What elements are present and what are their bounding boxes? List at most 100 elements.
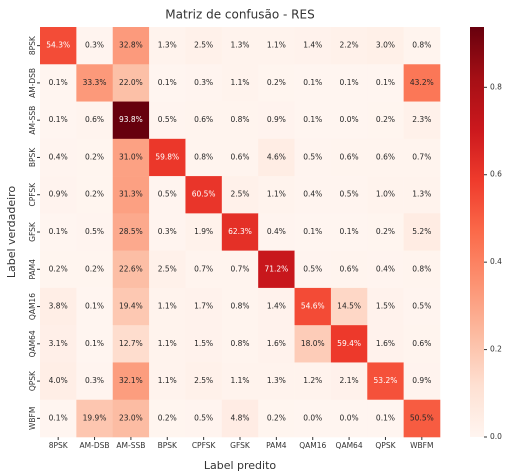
cell-label: 2.5% bbox=[230, 190, 249, 199]
cell-label: 0.2% bbox=[158, 413, 177, 422]
cell-label: 1.1% bbox=[267, 190, 286, 199]
cell-label: 0.6% bbox=[376, 152, 395, 161]
colorbar-tick-label: 0.0 bbox=[490, 432, 502, 441]
cell-label: 19.9% bbox=[83, 413, 107, 422]
y-tick-label: WBFM bbox=[28, 407, 37, 430]
cell-label: 0.5% bbox=[158, 190, 177, 199]
y-tick-label: QPSK bbox=[28, 370, 37, 391]
heatmap-cell bbox=[294, 287, 332, 326]
heatmap-cell bbox=[367, 399, 404, 438]
x-tick-label: QAM64 bbox=[336, 441, 363, 450]
colorbar bbox=[470, 27, 484, 437]
heatmap-cell bbox=[403, 64, 441, 102]
heatmap-cell bbox=[294, 27, 332, 65]
cell-label: 59.8% bbox=[155, 152, 179, 161]
cell-label: 0.4% bbox=[303, 190, 322, 199]
cell-label: 5.2% bbox=[412, 227, 431, 236]
heatmap-cell bbox=[76, 213, 114, 251]
heatmap-cell bbox=[40, 64, 77, 102]
heatmap-cell bbox=[112, 399, 150, 438]
cell-label: 0.9% bbox=[267, 115, 286, 124]
cell-label: 0.0% bbox=[303, 413, 322, 422]
heatmap-cell bbox=[403, 325, 441, 363]
heatmap-cell bbox=[330, 250, 368, 289]
cell-label: 0.1% bbox=[303, 227, 322, 236]
heatmap-cell bbox=[367, 287, 404, 326]
heatmap-cell bbox=[149, 399, 186, 438]
cell-label: 33.3% bbox=[83, 78, 107, 87]
heatmap-cell bbox=[185, 176, 223, 214]
cell-label: 0.5% bbox=[340, 190, 359, 199]
heatmap-cell bbox=[185, 101, 223, 140]
heatmap-cell bbox=[403, 213, 441, 251]
heatmap-cell bbox=[403, 399, 441, 438]
heatmap-cell bbox=[185, 138, 223, 177]
heatmap-cell bbox=[258, 250, 295, 289]
cell-label: 60.5% bbox=[192, 190, 216, 199]
cell-label: 32.1% bbox=[119, 376, 143, 385]
cell-label: 23.0% bbox=[119, 413, 143, 422]
heatmap-cell bbox=[149, 362, 186, 401]
heatmap-cell bbox=[40, 325, 77, 363]
heatmap-cell bbox=[258, 101, 295, 140]
cell-label: 12.7% bbox=[119, 339, 143, 348]
x-tick-label: QPSK bbox=[375, 441, 396, 450]
heatmap-cell bbox=[294, 250, 332, 289]
cell-label: 53.2% bbox=[374, 376, 398, 385]
heatmap-cell bbox=[40, 176, 77, 214]
cell-label: 4.6% bbox=[267, 152, 286, 161]
heatmap-cell bbox=[367, 362, 404, 401]
cell-label: 0.9% bbox=[49, 190, 68, 199]
x-tick-label: 8PSK bbox=[49, 441, 69, 450]
heatmap-cell bbox=[40, 27, 77, 65]
cell-label: 31.0% bbox=[119, 152, 143, 161]
heatmap-cell bbox=[294, 399, 332, 438]
cell-label: 0.3% bbox=[158, 227, 177, 236]
heatmap-cell bbox=[294, 64, 332, 102]
cell-label: 19.4% bbox=[119, 302, 143, 311]
x-tick-label: WBFM bbox=[410, 441, 433, 450]
cell-label: 0.1% bbox=[303, 78, 322, 87]
x-tick-label: CPFSK bbox=[192, 441, 217, 450]
heatmap-cell bbox=[76, 101, 114, 140]
heatmap-cell bbox=[40, 213, 77, 251]
heatmap-cell bbox=[221, 176, 259, 214]
heatmap-cell bbox=[76, 176, 114, 214]
cell-label: 54.6% bbox=[301, 302, 325, 311]
cell-label: 0.1% bbox=[376, 413, 395, 422]
cell-label: 3.8% bbox=[49, 302, 68, 311]
cell-label: 0.2% bbox=[376, 115, 395, 124]
cell-label: 0.8% bbox=[412, 264, 431, 273]
cell-label: 1.3% bbox=[158, 41, 177, 50]
heatmap-cell bbox=[258, 287, 295, 326]
heatmap-cell bbox=[221, 64, 259, 102]
cell-label: 0.1% bbox=[303, 115, 322, 124]
heatmap-cell bbox=[403, 287, 441, 326]
cell-label: 0.5% bbox=[85, 227, 104, 236]
heatmap-cell bbox=[112, 362, 150, 401]
cell-label: 93.8% bbox=[119, 115, 143, 124]
cell-label: 0.4% bbox=[376, 264, 395, 273]
heatmap-cell bbox=[185, 325, 223, 363]
heatmap-cell bbox=[367, 213, 404, 251]
cell-label: 0.2% bbox=[267, 413, 286, 422]
heatmap-cell bbox=[330, 213, 368, 251]
cell-label: 1.9% bbox=[194, 227, 213, 236]
heatmap-cell bbox=[330, 64, 368, 102]
heatmap-cell bbox=[221, 325, 259, 363]
heatmap-cell bbox=[149, 213, 186, 251]
cell-label: 4.0% bbox=[49, 376, 68, 385]
heatmap-cell bbox=[330, 287, 368, 326]
heatmap-cell bbox=[112, 64, 150, 102]
heatmap-cell bbox=[330, 362, 368, 401]
colorbar-tick-label: 0.2 bbox=[490, 345, 502, 354]
x-tick-label: BPSK bbox=[158, 441, 178, 450]
cell-label: 0.2% bbox=[85, 264, 104, 273]
heatmap-cell bbox=[149, 287, 186, 326]
cell-label: 59.4% bbox=[337, 339, 361, 348]
cell-label: 0.2% bbox=[267, 78, 286, 87]
cell-label: 1.4% bbox=[303, 41, 322, 50]
heatmap-cell bbox=[294, 362, 332, 401]
cell-label: 0.8% bbox=[230, 115, 249, 124]
colorbar-tick-label: 0.6 bbox=[490, 170, 502, 179]
